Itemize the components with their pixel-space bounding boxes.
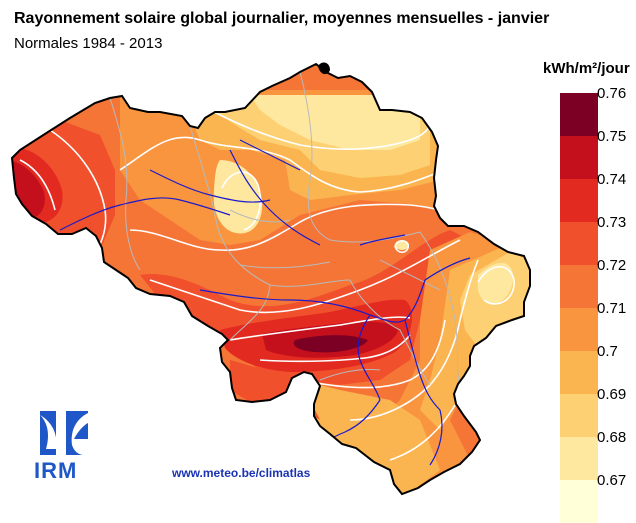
legend-swatch (560, 308, 598, 351)
legend-label: 0.7 (597, 343, 618, 360)
irm-logo (40, 411, 88, 455)
map-title: Rayonnement solaire global journalier, m… (14, 10, 550, 27)
legend-label: 0.74 (597, 171, 627, 188)
legend-swatch (560, 480, 598, 523)
legend-swatch (560, 394, 598, 437)
legend-unit: kWh/m²/jour (543, 60, 630, 77)
legend (560, 93, 598, 523)
legend-swatch (560, 136, 598, 179)
province-boundaries (109, 71, 461, 386)
legend-label: 0.68 (597, 429, 627, 446)
legend-label: 0.67 (597, 472, 627, 489)
legend-swatch (560, 437, 598, 480)
belgium-solar-map (10, 62, 531, 496)
legend-label: 0.71 (597, 300, 627, 317)
legend-label: 0.72 (597, 257, 627, 274)
rivers (59, 139, 471, 466)
irm-logo-text: IRM (34, 458, 78, 483)
legend-swatch (560, 93, 598, 136)
legend-swatch (560, 222, 598, 265)
legend-swatch (560, 351, 598, 394)
contour-lines (19, 109, 515, 461)
legend-label: 0.73 (597, 214, 627, 231)
legend-swatch (560, 265, 598, 308)
map-subtitle: Normales 1984 - 2013 (14, 35, 163, 52)
website-link[interactable]: www.meteo.be/climatlas (172, 466, 311, 480)
legend-swatch (560, 179, 598, 222)
legend-label: 0.75 (597, 128, 627, 145)
belgium-border (10, 62, 531, 496)
legend-label: 0.69 (597, 386, 627, 403)
baarle-enclave (318, 62, 330, 75)
legend-label: 0.76 (597, 85, 627, 102)
